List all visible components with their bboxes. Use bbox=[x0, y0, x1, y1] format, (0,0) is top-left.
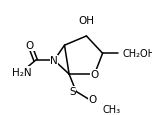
Text: O: O bbox=[90, 69, 99, 79]
Text: N: N bbox=[50, 56, 58, 66]
Text: O: O bbox=[89, 95, 97, 105]
Text: OH: OH bbox=[78, 16, 94, 26]
Text: O: O bbox=[26, 41, 34, 51]
Text: S: S bbox=[69, 87, 76, 96]
Text: H₂N: H₂N bbox=[12, 67, 32, 77]
Text: CH₃: CH₃ bbox=[103, 104, 121, 114]
Text: CH₂OH: CH₂OH bbox=[122, 49, 152, 59]
